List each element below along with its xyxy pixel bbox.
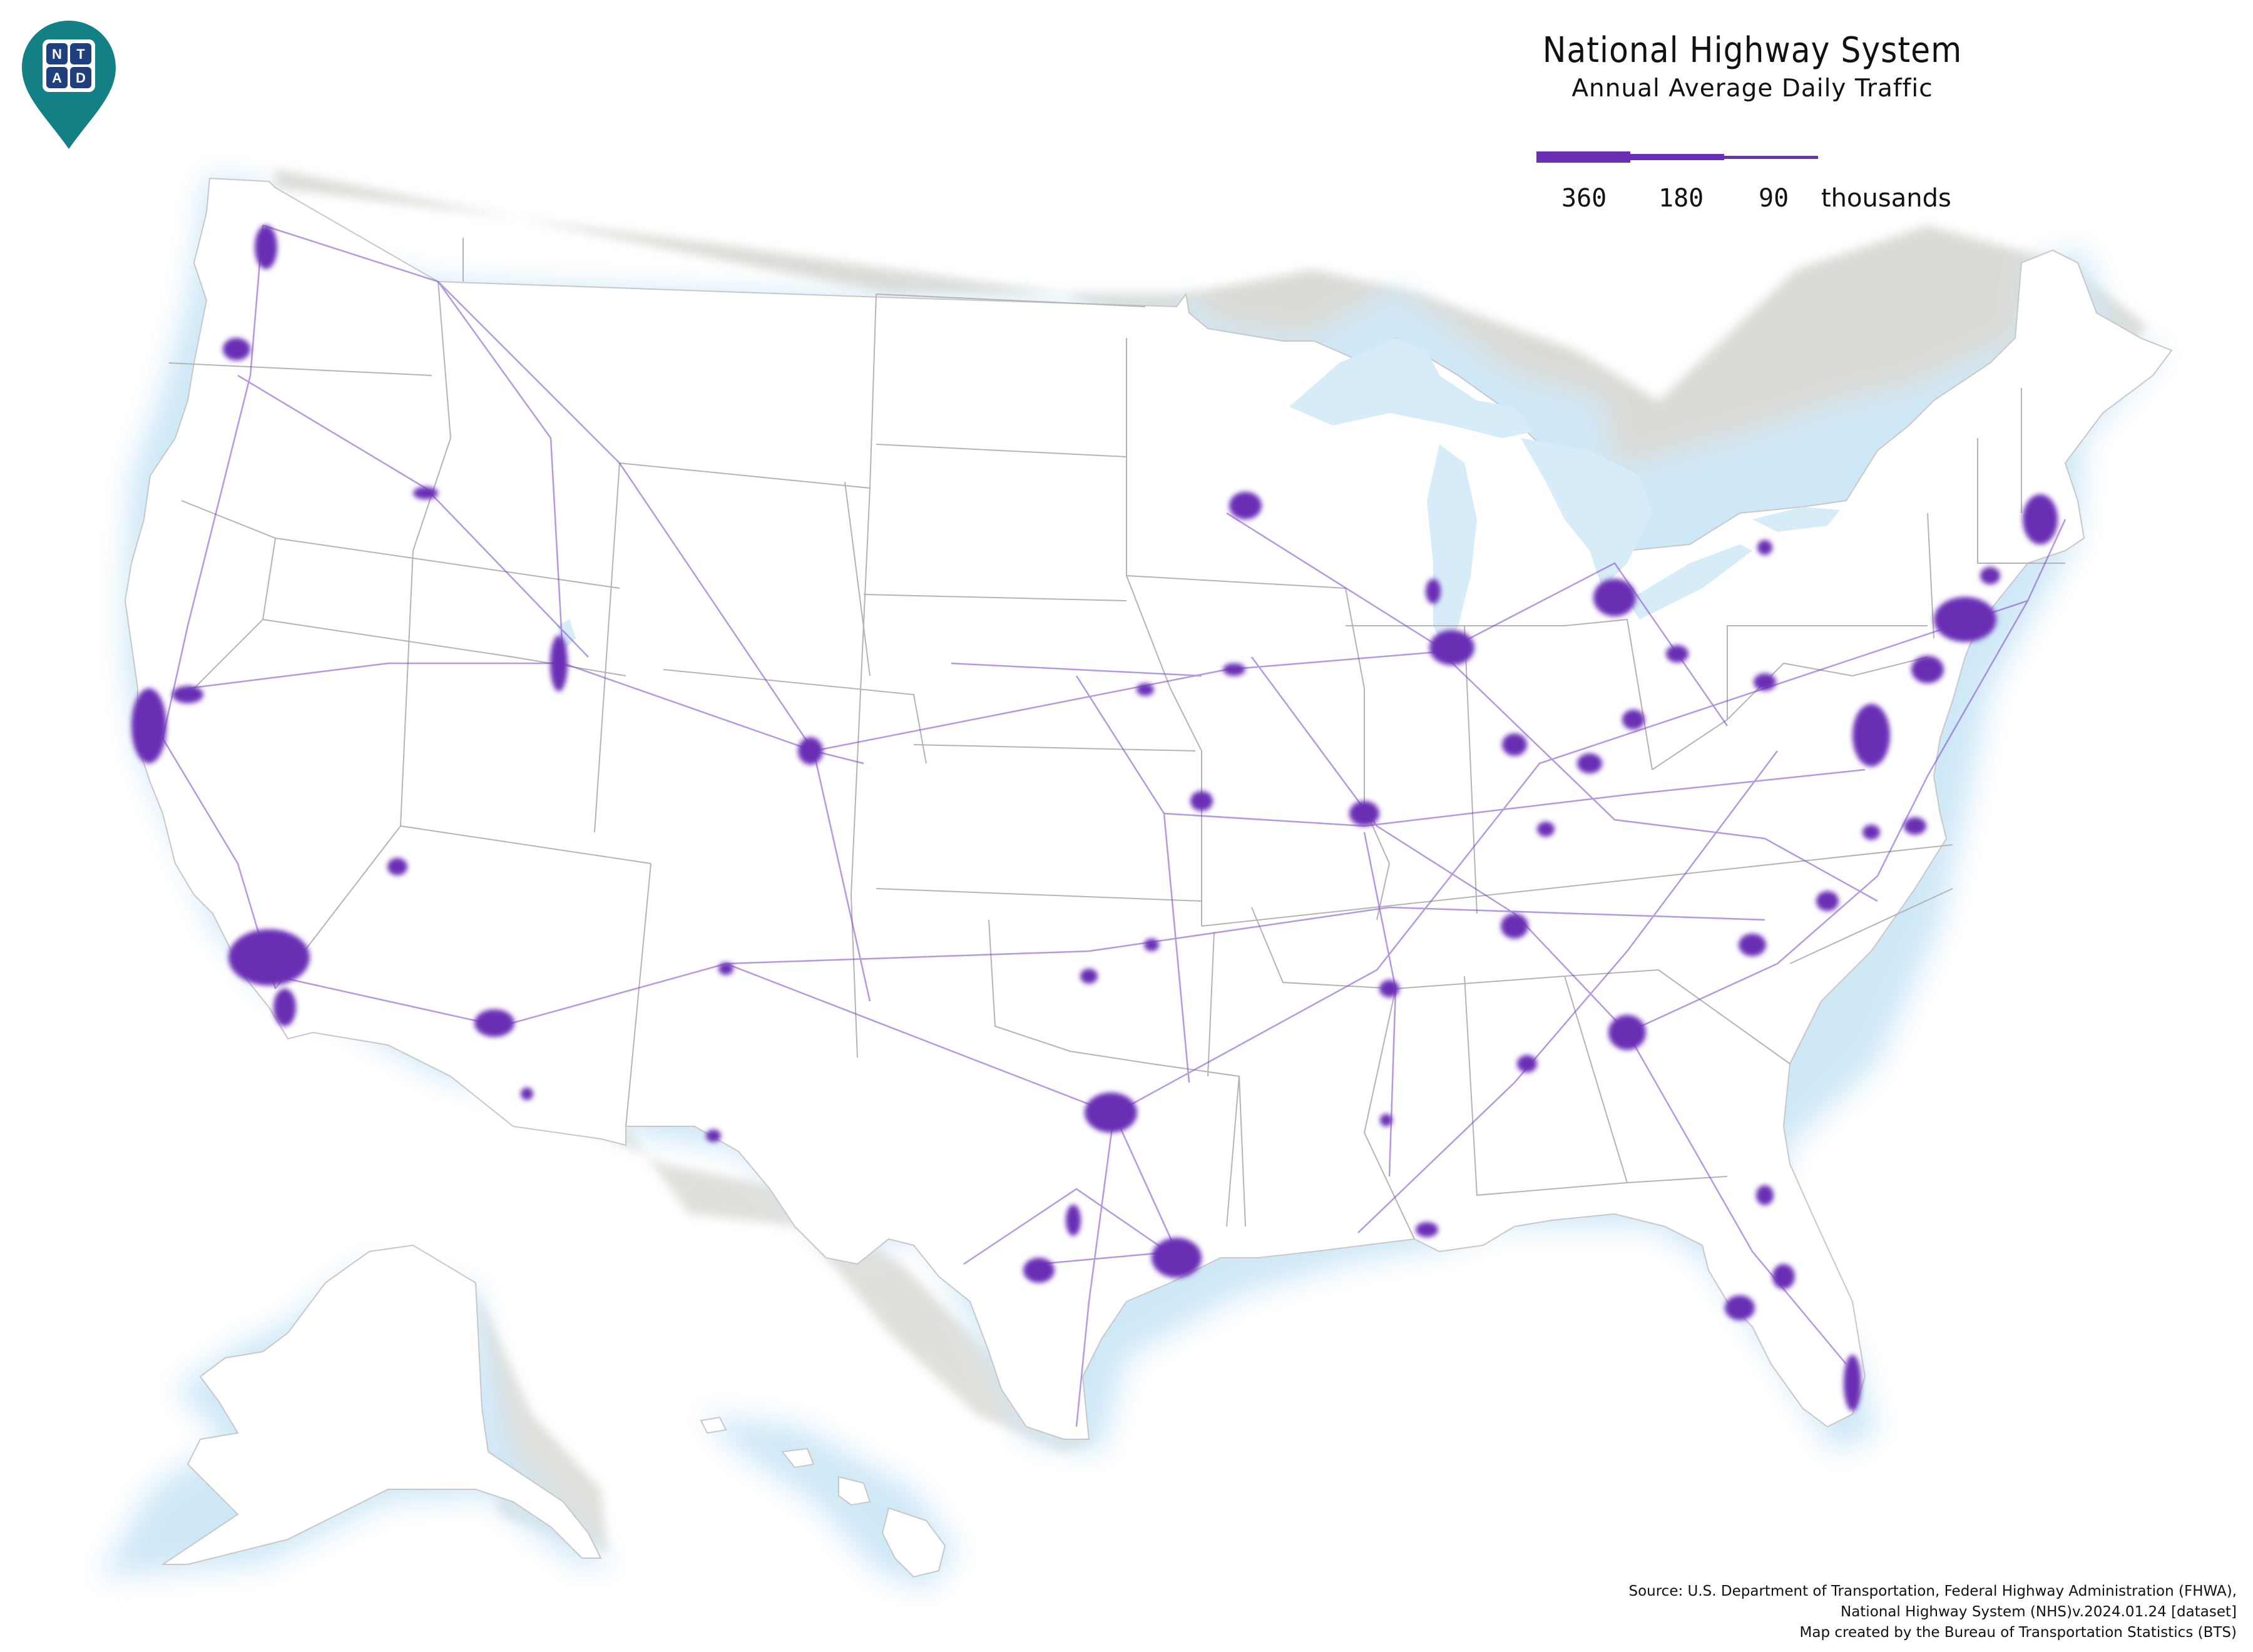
- source-line-2: National Highway System (NHS)v.2024.01.2…: [1840, 1604, 2237, 1620]
- source-line-3: Map created by the Bureau of Transportat…: [1799, 1624, 2237, 1641]
- hub-raleigh: [1816, 891, 1839, 911]
- legend-label-180: 180: [1658, 184, 1704, 213]
- hub-portland: [223, 338, 250, 360]
- legend-bar-90: [1724, 156, 1818, 159]
- hub-kansas-city: [1190, 791, 1213, 811]
- logo-letter-t: T: [76, 46, 85, 62]
- hub-charlotte: [1739, 934, 1766, 956]
- hub-miami: [1844, 1355, 1861, 1411]
- hub-albuquerque: [718, 962, 733, 975]
- hub-los-angeles: [228, 929, 310, 986]
- hub-seattle: [255, 225, 277, 269]
- hub-phoenix: [474, 1009, 514, 1037]
- hub-houston: [1152, 1238, 1202, 1278]
- hub-indianapolis: [1502, 733, 1527, 756]
- hub-san-diego: [273, 989, 296, 1026]
- hub-columbus: [1622, 710, 1645, 730]
- hub-minneapolis: [1229, 492, 1262, 519]
- great-lakes: [557, 338, 1840, 651]
- hub-el-paso: [706, 1129, 721, 1142]
- hub-milwaukee: [1426, 579, 1441, 604]
- hub-cincinnati: [1577, 753, 1602, 773]
- hub-cleveland: [1666, 645, 1688, 663]
- logo-letter-d: D: [76, 70, 86, 86]
- lake-superior: [1289, 338, 1533, 438]
- legend-label-90: 90: [1759, 184, 1789, 213]
- highways: [161, 224, 2067, 1427]
- hub-salt-lake: [550, 635, 568, 691]
- hub-dc-baltimore: [1852, 704, 1890, 767]
- lake-ontario: [1752, 507, 1840, 532]
- hub-hartford: [1980, 567, 2000, 584]
- hawaii-kauai: [700, 1416, 727, 1434]
- hub-new-orleans: [1416, 1222, 1438, 1237]
- lake-erie: [1627, 544, 1752, 620]
- hub-boston: [2023, 494, 2058, 544]
- legend-bar-180: [1630, 154, 1724, 160]
- hub-atlanta: [1608, 1015, 1646, 1050]
- hub-jackson: [1380, 1114, 1392, 1126]
- hub-des-moines: [1223, 663, 1245, 676]
- hub-new-york: [1934, 597, 1996, 642]
- hub-san-antonio: [1023, 1258, 1055, 1283]
- hub-tampa: [1725, 1295, 1755, 1320]
- hub-memphis: [1379, 980, 1399, 997]
- hub-dallas: [1085, 1093, 1137, 1133]
- legend-line: [1536, 151, 1818, 163]
- hub-philadelphia: [1911, 656, 1944, 683]
- hub-norfolk: [1904, 817, 1926, 835]
- hub-sf-bay: [131, 688, 166, 763]
- lake-michigan: [1427, 444, 1477, 651]
- hub-boise: [413, 487, 438, 499]
- hub-tulsa: [1144, 939, 1159, 951]
- hub-austin: [1066, 1205, 1081, 1236]
- hub-buffalo: [1757, 540, 1772, 555]
- map-subtitle: Annual Average Daily Traffic: [1571, 74, 1933, 103]
- hub-okc: [1080, 969, 1098, 984]
- logo-letter-a: A: [52, 70, 62, 86]
- hub-omaha: [1137, 683, 1154, 696]
- hub-pittsburgh: [1754, 673, 1776, 691]
- hawaii-oahu: [781, 1447, 815, 1469]
- hub-chicago: [1429, 630, 1474, 665]
- legend: 360 180 90 thousands: [1536, 148, 1975, 223]
- lake-huron: [1521, 438, 1652, 588]
- map-title: National Highway System: [1542, 30, 1963, 71]
- hub-detroit: [1593, 579, 1636, 616]
- traffic-hubs: [131, 225, 2058, 1411]
- hub-las-vegas: [387, 858, 407, 875]
- hub-nashville: [1501, 914, 1528, 939]
- hub-sacramento: [172, 686, 203, 703]
- hub-louisville: [1537, 822, 1555, 837]
- legend-label-units: thousands: [1821, 184, 1951, 213]
- hawaii-big-island: [881, 1507, 946, 1578]
- source-line-1: Source: U.S. Department of Transportatio…: [1628, 1583, 2237, 1599]
- ntad-logo: N T A D: [22, 21, 116, 149]
- hub-st-louis: [1349, 801, 1379, 826]
- hub-orlando: [1772, 1264, 1795, 1289]
- hub-richmond: [1862, 825, 1880, 840]
- legend-label-360: 360: [1561, 184, 1607, 213]
- hub-jacksonville: [1756, 1185, 1774, 1205]
- source-credit: Source: U.S. Department of Transportatio…: [1628, 1581, 2237, 1643]
- hub-tucson: [521, 1088, 533, 1100]
- state-borders: [168, 238, 2065, 1240]
- hawaii-maui: [838, 1476, 871, 1506]
- logo-letter-n: N: [52, 46, 62, 62]
- hub-birmingham: [1517, 1055, 1537, 1073]
- title-block: National Highway System Annual Average D…: [1439, 30, 2065, 103]
- land: [124, 177, 2173, 1578]
- hub-denver: [798, 737, 823, 765]
- legend-bar-360: [1536, 151, 1630, 163]
- alaska: [160, 1244, 602, 1565]
